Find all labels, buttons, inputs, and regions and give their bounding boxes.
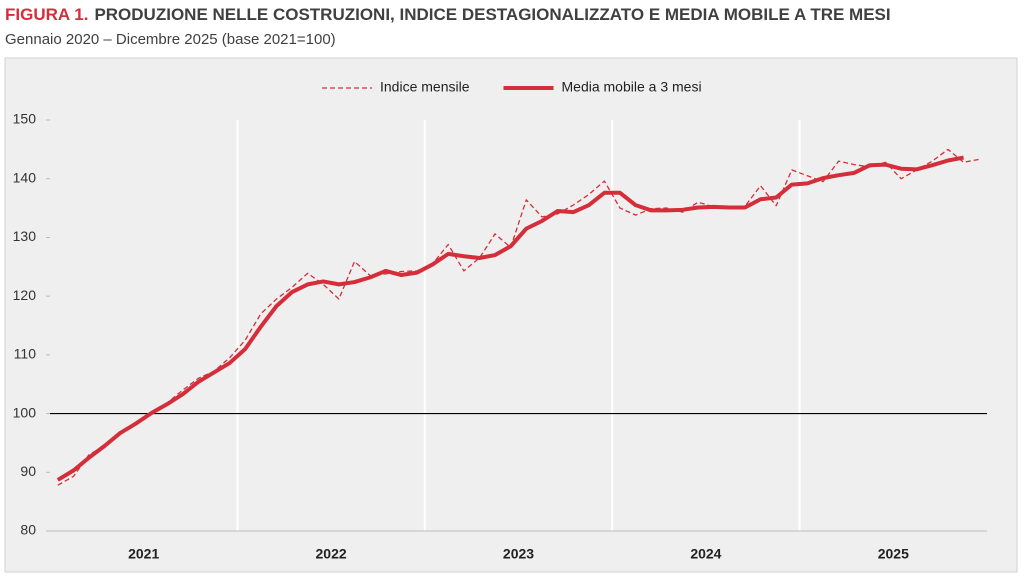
- x-tick-label: 2021: [128, 546, 159, 562]
- x-tick-label: 2022: [316, 546, 347, 562]
- y-tick-label: 150: [13, 111, 37, 127]
- series-line: [56, 155, 964, 482]
- y-tick-label: 120: [13, 287, 37, 303]
- y-tick-label: 100: [13, 404, 37, 420]
- y-tick-label: 130: [13, 228, 37, 244]
- y-tick-label: 110: [14, 346, 37, 362]
- y-tick-label: 90: [20, 463, 36, 479]
- chart-title: FIGURA 1. PRODUZIONE NELLE COSTRUZIONI, I…: [5, 5, 891, 24]
- title-prefix: FIGURA 1.: [5, 5, 88, 24]
- x-tick-label: 2023: [503, 546, 534, 562]
- legend-label: Indice mensile: [380, 79, 470, 95]
- y-tick-label: 140: [13, 169, 37, 185]
- plot-panel: [4, 57, 1018, 573]
- legend-label: Media mobile a 3 mesi: [562, 79, 702, 95]
- chart-subtitle: Gennaio 2020 – Dicembre 2025 (base 2021=…: [5, 31, 336, 48]
- x-tick-label: 2025: [878, 546, 909, 562]
- x-tick-label: 2024: [690, 546, 721, 562]
- y-tick-label: 80: [20, 522, 36, 538]
- title-text: PRODUZIONE NELLE COSTRUZIONI, INDICE DES…: [94, 5, 890, 24]
